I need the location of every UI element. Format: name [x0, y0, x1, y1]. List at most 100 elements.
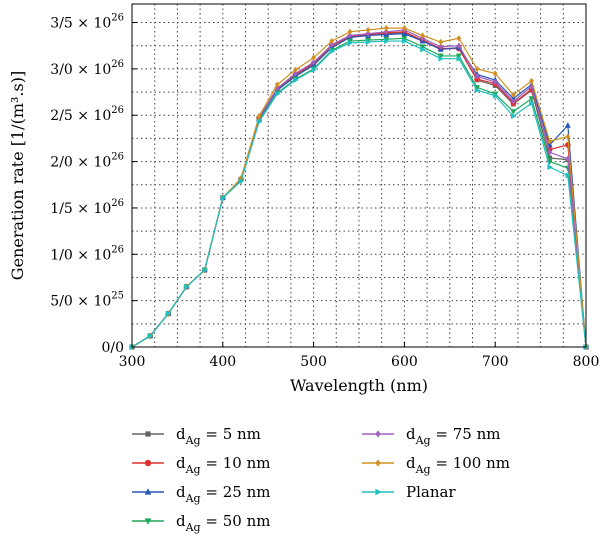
y-tick-label: 0/0 — [101, 340, 124, 356]
data-point — [256, 118, 263, 125]
x-tick-label: 500 — [300, 354, 327, 370]
y-tick-label: 1/0 × 1026 — [50, 244, 124, 263]
legend-label: dAg = 100 nm — [406, 454, 510, 476]
plot-frame — [131, 3, 587, 348]
data-point — [529, 77, 534, 85]
data-point — [510, 98, 516, 105]
y-tick-label: 3/5 × 1026 — [50, 13, 124, 32]
x-tick-label: 300 — [119, 354, 146, 370]
data-point — [401, 30, 408, 36]
legend-label: dAg = 75 nm — [406, 425, 500, 447]
data-point — [529, 100, 535, 107]
legend-marker — [144, 459, 152, 467]
data-point — [274, 90, 281, 97]
x-axis-label: Wavelength (nm) — [290, 376, 428, 395]
data-point — [365, 30, 371, 37]
data-point — [510, 109, 517, 115]
series-line — [131, 27, 587, 348]
legend-item: Planar — [362, 483, 456, 501]
data-point — [329, 41, 335, 49]
legend: dAg = 5 nm dAg = 10 nm dAg = 25 nm dAg = 50… — [132, 425, 510, 534]
data-point — [420, 32, 425, 39]
data-point — [547, 164, 554, 171]
legend-marker — [375, 459, 381, 467]
data-point — [438, 43, 444, 50]
legend-marker — [375, 430, 381, 438]
data-point — [311, 54, 316, 62]
data-point — [565, 133, 571, 140]
data-point — [274, 81, 280, 88]
data-point — [220, 194, 227, 201]
data-point — [147, 332, 154, 339]
legend-item: dAg = 50 nm — [132, 512, 270, 534]
data-point — [202, 267, 209, 274]
data-point — [383, 24, 389, 32]
data-point — [347, 28, 353, 36]
x-tick-label: 400 — [209, 354, 236, 370]
data-point — [510, 91, 516, 99]
data-point — [474, 87, 481, 94]
data-point — [347, 39, 354, 46]
y-tick-label: 3/0 × 1026 — [50, 59, 124, 78]
data-point — [456, 35, 462, 42]
data-point — [474, 73, 480, 80]
legend-marker — [144, 488, 152, 495]
grid-lines — [132, 4, 586, 347]
data-point — [293, 77, 299, 84]
axis-ticks: 300 400 500 600 700 800 0/0 5/0 × 1025 1/0 × 102… — [50, 13, 599, 370]
data-point — [402, 38, 408, 45]
data-point — [238, 178, 245, 185]
data-point — [402, 24, 407, 32]
legend-label: dAg = 10 nm — [176, 454, 270, 476]
data-point — [565, 172, 572, 179]
y-tick-label: 5/0 × 1025 — [50, 291, 124, 310]
series-line — [131, 29, 587, 348]
data-point — [347, 32, 353, 39]
data-point — [365, 38, 372, 46]
data-point — [165, 310, 172, 317]
data-point — [256, 112, 262, 120]
data-point — [511, 113, 517, 120]
legend-marker — [375, 488, 382, 496]
data-point — [293, 70, 298, 77]
series-line — [131, 40, 587, 348]
y-tick-label: 2/5 × 1026 — [50, 105, 124, 124]
data-point — [329, 37, 335, 45]
data-point — [547, 137, 553, 145]
series-planar — [129, 38, 590, 351]
data-point — [456, 42, 462, 50]
data-point — [365, 26, 371, 34]
data-point — [438, 55, 445, 62]
data-point — [492, 78, 498, 86]
legend-item: dAg = 100 nm — [362, 454, 510, 476]
x-tick-label: 800 — [573, 354, 600, 370]
data-point — [383, 38, 390, 45]
y-axis-label: Generation rate [1/(m³.s)] — [8, 71, 27, 280]
data-point — [383, 28, 389, 36]
data-point — [293, 66, 298, 74]
legend-item: dAg = 5 nm — [132, 425, 261, 447]
x-tick-label: 600 — [391, 354, 418, 370]
data-point — [420, 46, 426, 53]
data-point — [492, 92, 499, 99]
y-tick-label: 2/0 × 1026 — [50, 152, 124, 171]
data-point — [311, 59, 316, 66]
legend-item: dAg = 75 nm — [362, 425, 500, 447]
legend-label: dAg = 25 nm — [176, 483, 270, 505]
legend-marker — [145, 431, 151, 437]
series-layer — [128, 24, 590, 351]
data-point — [184, 283, 190, 290]
y-tick-label: 1/5 × 1026 — [50, 198, 124, 217]
legend-item: dAg = 10 nm — [132, 454, 270, 476]
data-point — [547, 149, 553, 156]
x-tick-label: 700 — [482, 354, 509, 370]
data-point — [329, 48, 336, 55]
data-point — [474, 65, 480, 73]
data-point — [492, 70, 498, 77]
legend-marker — [144, 518, 152, 525]
data-point — [438, 38, 444, 46]
legend-item: dAg = 25 nm — [132, 483, 270, 505]
legend-label: dAg = 50 nm — [176, 512, 270, 534]
data-point — [456, 55, 463, 62]
